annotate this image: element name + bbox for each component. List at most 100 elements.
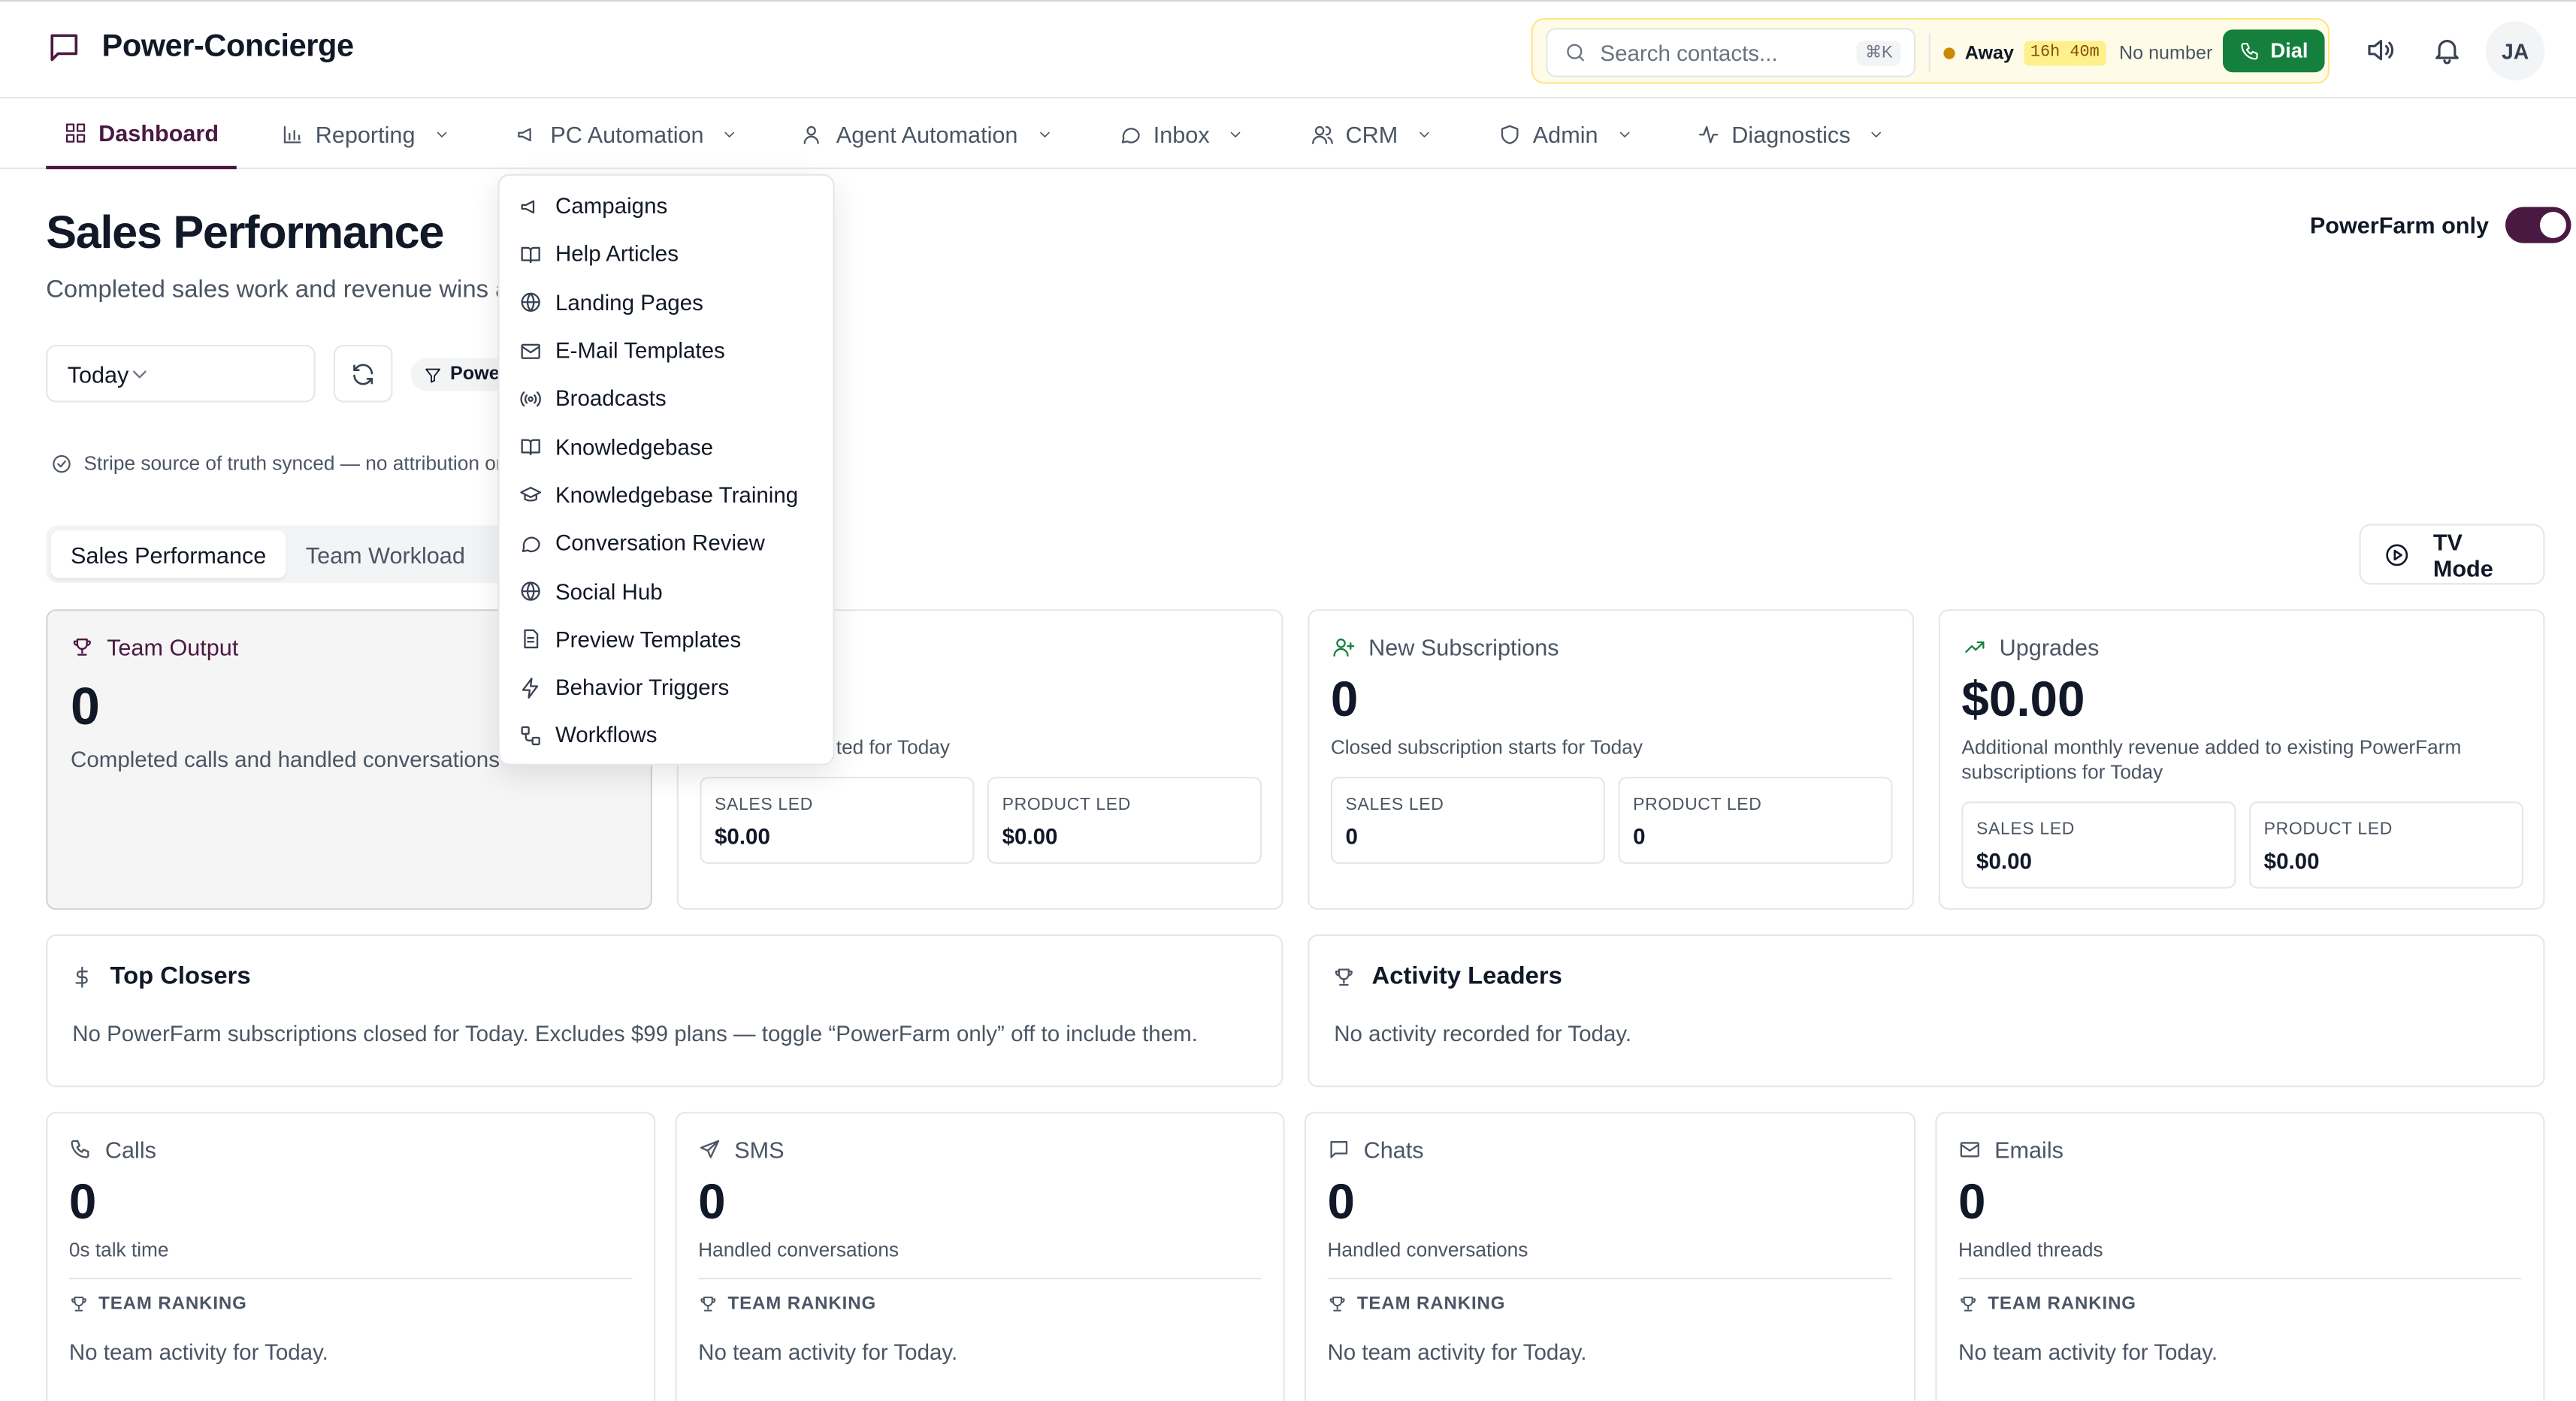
trophy-icon [1332,965,1356,988]
product-led-value: $0.00 [2263,849,2320,874]
nav-crm[interactable]: CRM [1311,98,1433,169]
menu-item-knowledgebase-training[interactable]: Knowledgebase Training [500,471,833,519]
chat-logo-icon [46,29,82,65]
pc-automation-menu: Campaigns Help Articles Landing Pages E-… [497,174,835,765]
card-title: Team Output [107,633,239,660]
activity-leaders-card: Activity Leaders No activity recorded fo… [1308,934,2545,1088]
trophy-icon [1958,1294,1978,1314]
card-header: Team Output [71,634,238,660]
chevron-down-icon [1862,125,1885,142]
channel-subtitle: Handled threads [1958,1238,2103,1262]
menu-item-campaigns[interactable]: Campaigns [500,183,833,231]
tab-sales-performance[interactable]: Sales Performance [50,530,286,578]
product-led-value: 0 [1633,824,1646,850]
menu-item-conversation-review[interactable]: Conversation Review [500,519,833,567]
nav-pc-automation[interactable]: PC Automation [516,98,738,169]
message-square-icon [1327,1138,1350,1161]
bar-chart-icon [281,122,304,146]
menu-item-label: Conversation Review [555,530,765,556]
nav-diagnostics[interactable]: Diagnostics [1697,98,1885,169]
speaker-icon[interactable] [2364,35,2396,66]
tab-team-workload[interactable]: Team Workload [305,541,465,568]
revenue-desc: ted for Today [836,735,951,759]
product-led-box: PRODUCT LED $0.00 [987,777,1262,864]
sales-led-box: SALES LED 0 [1330,777,1605,864]
agent-status[interactable]: Away 16h 40m No number [1943,41,2212,66]
menu-item-behavior-triggers[interactable]: Behavior Triggers [500,663,833,711]
nav-inbox[interactable]: Inbox [1119,98,1244,169]
divider [1327,1277,1893,1280]
card-title: New Subscriptions [1368,633,1559,660]
menu-item-workflows[interactable]: Workflows [500,711,833,759]
sales-led-label: SALES LED [1345,795,1444,815]
card-header: New Subscriptions [1332,634,1559,660]
menu-item-label: Help Articles [555,242,679,267]
refresh-button[interactable] [333,345,393,403]
menu-item-preview-templates[interactable]: Preview Templates [500,615,833,663]
ranking-label: TEAM RANKING [727,1294,877,1314]
card-header: SMS [698,1137,785,1163]
menu-item-email-templates[interactable]: E-Mail Templates [500,327,833,375]
menu-item-label: Social Hub [555,578,663,604]
new-subscriptions-card: New Subscriptions 0 Closed subscription … [1308,609,1914,910]
chats-card: Chats 0 Handled conversations TEAM RANKI… [1304,1112,1916,1401]
page-title: Sales Performance [46,207,444,258]
menu-item-label: Campaigns [555,194,668,219]
check-circle-icon [51,452,72,473]
card-title: Chats [1363,1136,1424,1163]
menu-item-broadcasts[interactable]: Broadcasts [500,375,833,423]
radio-icon [519,388,543,411]
brand[interactable]: Power-Concierge [46,29,354,65]
nav-admin[interactable]: Admin [1498,98,1633,169]
chevron-down-icon [1029,125,1053,142]
menu-item-knowledgebase[interactable]: Knowledgebase [500,423,833,471]
channel-value: 0 [1327,1176,1355,1230]
megaphone-icon [519,195,543,218]
book-open-icon [519,243,543,266]
toggle-switch[interactable] [2505,207,2571,243]
nav-dashboard[interactable]: Dashboard [46,98,237,170]
chevron-down-icon [715,125,739,142]
powerfarm-only-toggle[interactable]: PowerFarm only [2310,207,2571,243]
avatar[interactable]: JA [2485,21,2545,81]
menu-item-help-articles[interactable]: Help Articles [500,231,833,279]
tv-mode-button[interactable]: TV Mode [2359,524,2545,585]
menu-item-label: Knowledgebase Training [555,482,799,508]
nav-label: CRM [1345,120,1398,147]
nav-label: Inbox [1153,120,1210,147]
divider [1958,1277,2522,1280]
menu-item-landing-pages[interactable]: Landing Pages [500,279,833,327]
tv-mode-label: TV Mode [2432,527,2493,581]
divider [698,1277,1262,1280]
sync-text: Stripe source of truth synced — no attri… [83,451,503,475]
menu-item-social-hub[interactable]: Social Hub [500,567,833,615]
nav-agent-automation[interactable]: Agent Automation [802,98,1052,169]
date-range-select[interactable]: Today [46,345,316,403]
top-closers-empty: No PowerFarm subscriptions closed for To… [72,1021,1198,1046]
new-subscriptions-value: 0 [1330,673,1359,728]
sync-status: Stripe source of truth synced — no attri… [51,451,503,475]
card-header: Activity Leaders [1332,962,1562,990]
status-bar: Search contacts... ⌘K Away 16h 40m No nu… [1531,18,2330,84]
search-input[interactable]: Search contacts... ⌘K [1546,28,1916,77]
nav-reporting[interactable]: Reporting [281,98,450,169]
team-output-desc: Completed calls and handled conversation… [71,747,500,772]
activity-icon [1697,122,1720,146]
nav-label: Agent Automation [836,120,1018,147]
phone-number-label: No number [2118,43,2213,64]
ranking-empty: No team activity for Today. [1327,1339,1587,1365]
team-ranking-header: TEAM RANKING [1327,1294,1505,1314]
bell-icon[interactable] [2432,35,2463,66]
card-title: Calls [104,1136,156,1163]
filter-chip[interactable]: Powe [410,358,509,391]
trophy-icon [1327,1294,1347,1314]
divider [1928,32,1930,73]
channel-subtitle: Handled conversations [1327,1238,1528,1262]
page-subtitle: Completed sales work and revenue wins a [46,276,509,304]
dial-button[interactable]: Dial [2222,29,2325,73]
menu-item-label: Workflows [555,723,658,748]
user-cog-icon [802,122,825,146]
search-shortcut: ⌘K [1857,40,1901,65]
sales-led-box: SALES LED $0.00 [1961,801,2236,889]
trophy-icon [698,1294,718,1314]
